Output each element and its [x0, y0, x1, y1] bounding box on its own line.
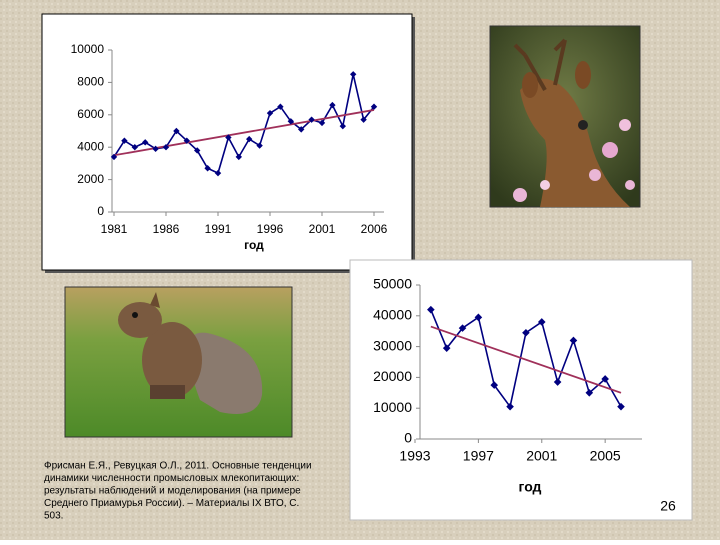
data-point	[266, 109, 274, 117]
data-point	[308, 116, 315, 123]
x-tick-label: 2006	[361, 222, 388, 236]
data-point	[246, 135, 253, 143]
y-tick-label: 50000	[373, 276, 412, 292]
y-tick-label: 8000	[77, 75, 104, 89]
citation: Фрисман Е.Я., Ревуцкая О.Л., 2011. Основ…	[44, 461, 312, 522]
data-point	[256, 142, 263, 149]
citation-line: Фрисман Е.Я., Ревуцкая О.Л., 2011. Основ…	[44, 461, 312, 472]
data-point	[214, 169, 222, 177]
data-point	[360, 116, 367, 123]
data-point	[339, 122, 346, 130]
y-tick-label: 6000	[77, 107, 104, 121]
data-point	[287, 118, 294, 125]
data-point	[601, 375, 609, 383]
chart-frame	[349, 259, 693, 521]
citation-line: Среднего Приамурья России). – Материалы …	[44, 498, 299, 509]
x-tick-label: 1993	[399, 448, 430, 464]
x-tick-label: 1997	[463, 448, 494, 464]
y-tick-label: 20000	[373, 368, 412, 384]
data-point	[569, 336, 578, 345]
data-point	[152, 145, 159, 153]
data-point	[490, 381, 499, 389]
y-tick-label: 30000	[373, 337, 412, 353]
deer-photo	[489, 25, 641, 208]
data-point	[442, 344, 451, 352]
x-axis-label: год	[244, 238, 264, 252]
y-tick-label: 10000	[71, 42, 105, 56]
data-point	[617, 402, 625, 411]
citation-line: 503.	[44, 511, 63, 522]
data-point	[458, 324, 467, 332]
data-point	[427, 305, 435, 314]
data-point	[162, 144, 170, 151]
data-point	[204, 165, 211, 172]
data-point	[110, 153, 118, 161]
x-tick-label: 1996	[257, 222, 284, 236]
data-point	[474, 313, 483, 322]
data-point	[537, 318, 546, 326]
citation-line: результаты наблюдений и моделирования (н…	[44, 485, 301, 497]
citation-line: динамики численности промысловых млекопи…	[44, 473, 299, 484]
data-point	[183, 137, 190, 144]
x-tick-label: 1986	[153, 222, 180, 236]
data-point	[318, 119, 326, 127]
data-point	[235, 153, 242, 161]
x-tick-label: 2001	[309, 222, 336, 236]
data-point	[553, 378, 562, 386]
data-point	[506, 402, 514, 411]
y-tick-label: 0	[404, 430, 412, 446]
data-point	[585, 389, 594, 397]
data-point	[225, 134, 232, 141]
data-point	[277, 103, 284, 110]
data-point	[173, 127, 180, 135]
data-point	[121, 137, 128, 144]
x-tick-label: 1991	[205, 222, 232, 236]
y-tick-label: 2000	[77, 172, 104, 186]
x-axis-label: год	[519, 479, 542, 495]
squirrel-photo	[64, 286, 293, 438]
data-point	[142, 139, 149, 146]
y-tick-label: 0	[97, 204, 104, 218]
trend-line	[430, 325, 622, 394]
data-point	[329, 101, 336, 109]
data-point	[370, 103, 378, 110]
data-point	[350, 71, 357, 78]
x-tick-label: 1981	[101, 222, 128, 236]
data-point	[194, 147, 201, 154]
data-point	[522, 328, 530, 337]
data-point	[298, 126, 305, 133]
y-tick-label: 10000	[373, 399, 412, 415]
y-tick-label: 40000	[373, 307, 412, 323]
x-tick-label: 2005	[590, 448, 621, 464]
page-number: 26	[660, 498, 676, 514]
x-tick-label: 2001	[526, 448, 557, 464]
y-tick-label: 4000	[77, 139, 104, 153]
data-point	[131, 144, 138, 151]
